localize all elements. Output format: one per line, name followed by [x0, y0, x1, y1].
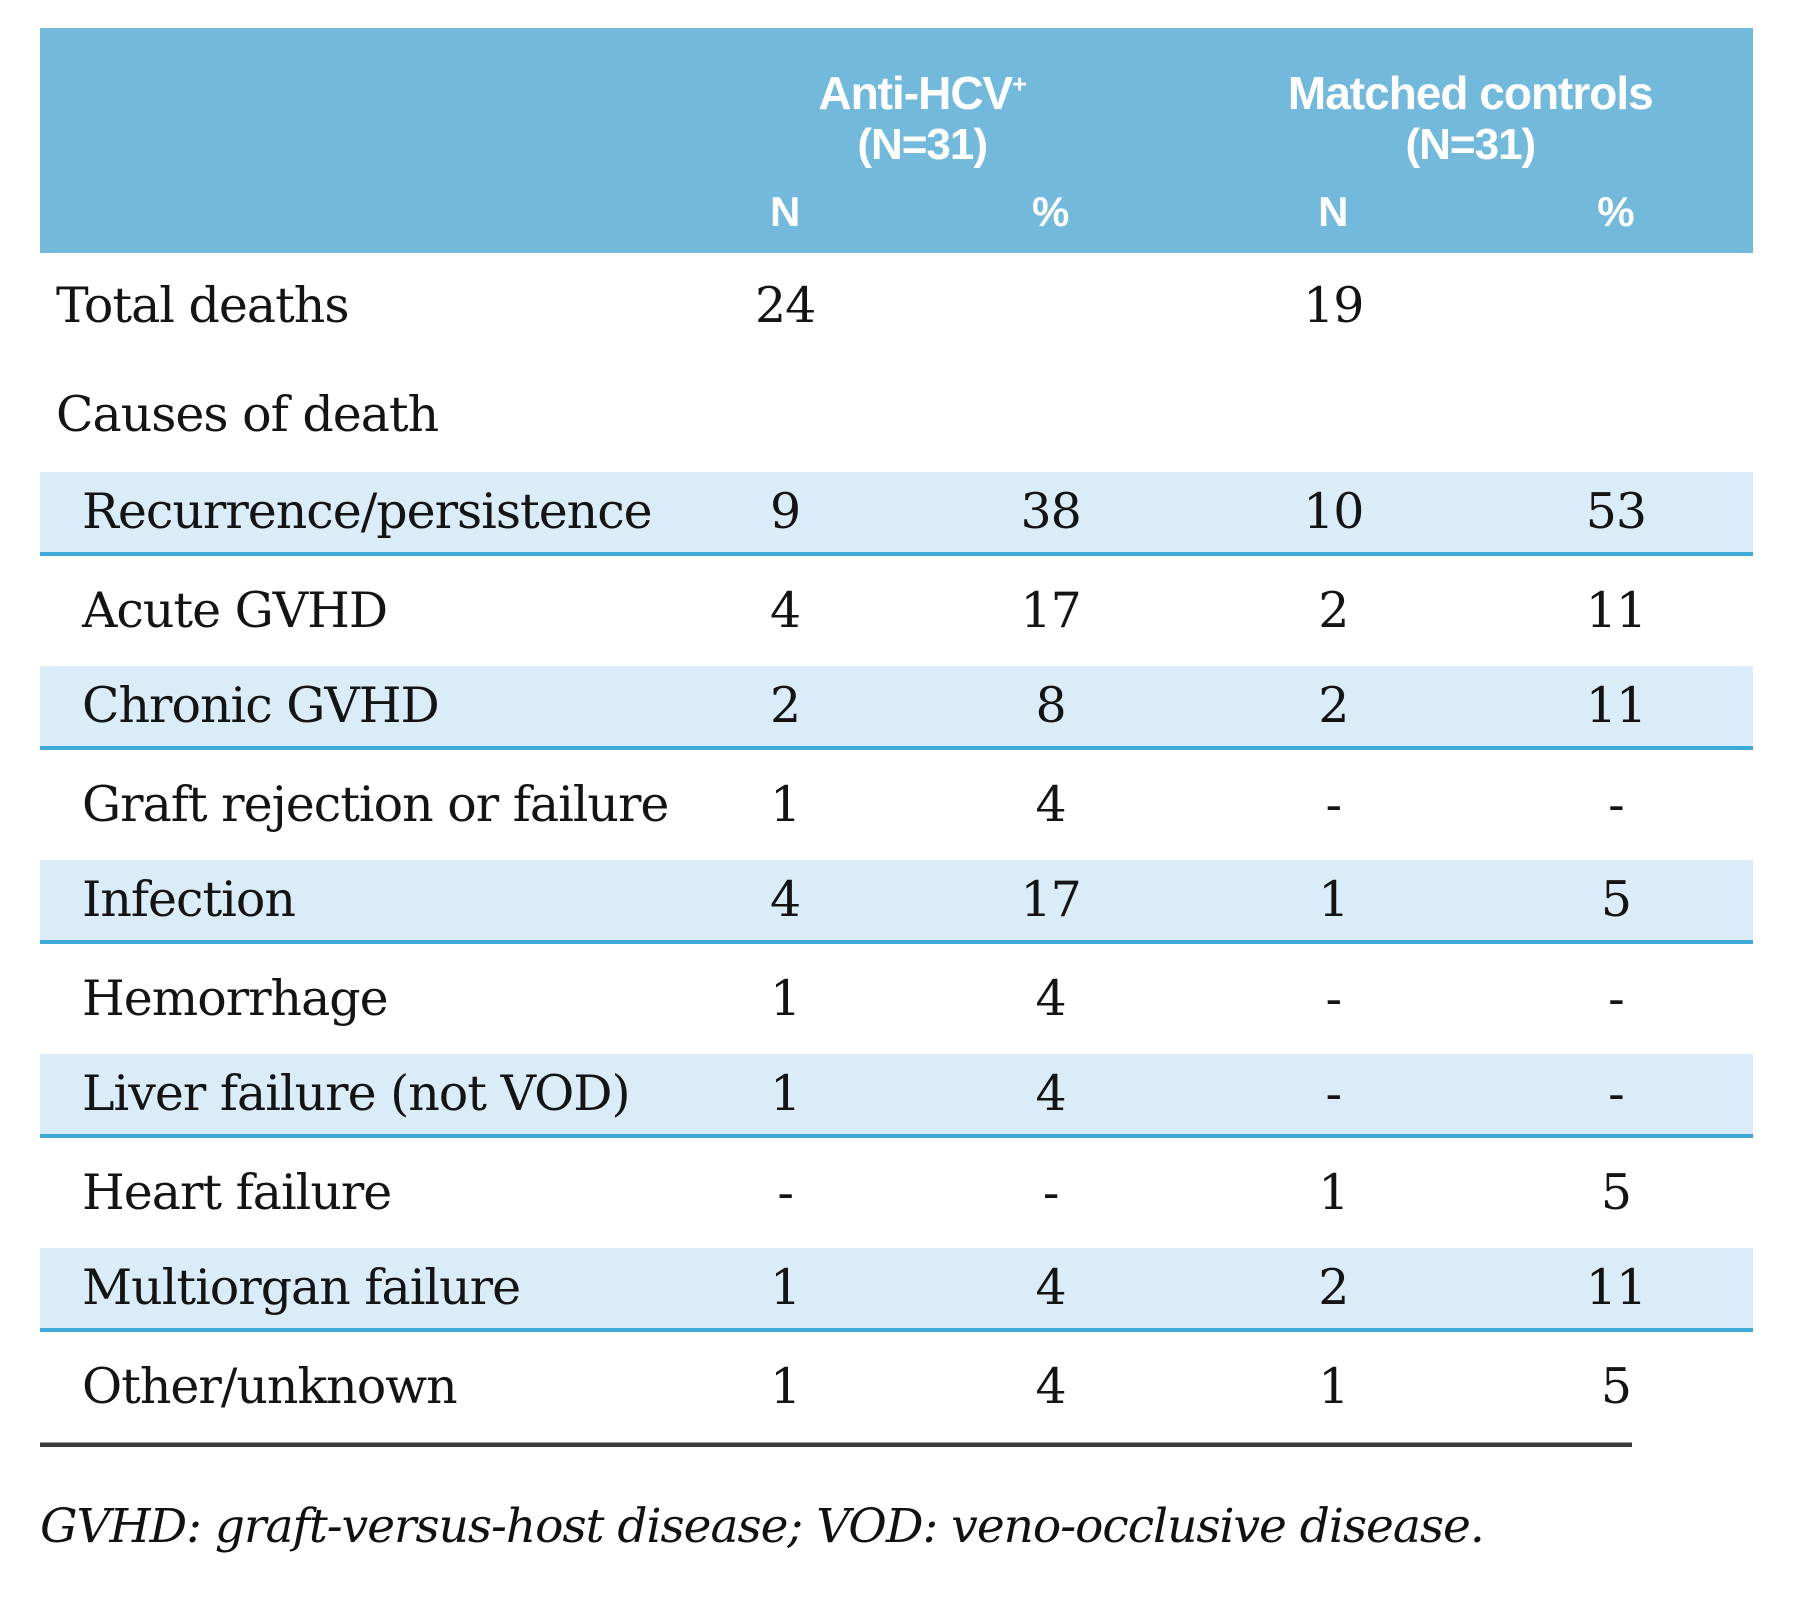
table-header: Anti-HCV+ Matched controls (N=31) (N=31)…	[40, 28, 1753, 253]
row-label: Liver failure (not VOD)	[82, 1065, 631, 1123]
table-row: Liver failure (not VOD) 1 4 - -	[40, 1054, 1753, 1138]
row-label: Graft rejection or failure	[82, 776, 669, 834]
row-value: 4	[1035, 1358, 1067, 1416]
row-value: -	[1042, 1164, 1060, 1222]
row-value: 4	[1035, 1065, 1067, 1123]
row-value: 2	[1318, 1259, 1349, 1317]
row-value: 4	[1035, 1259, 1067, 1317]
row-label: Causes of death	[56, 386, 439, 444]
row-value: 11	[1585, 1259, 1647, 1317]
row-value: 8	[1035, 677, 1067, 735]
row-value: 4	[770, 871, 801, 929]
row-value: 38	[1020, 483, 1081, 541]
row-value: 5	[1600, 871, 1632, 929]
row-value: 17	[1020, 871, 1081, 929]
table-row: Multiorgan failure 1 4 2 11	[40, 1248, 1753, 1332]
table-body: Total deaths 24 19 Causes of death Recurrenc…	[40, 253, 1753, 1442]
row-label: Infection	[82, 871, 296, 929]
causes-of-death-table: Anti-HCV+ Matched controls (N=31) (N=31)…	[40, 28, 1753, 1554]
row-value: 9	[770, 483, 801, 541]
row-value: 1	[1318, 1164, 1349, 1222]
row-value: 1	[770, 970, 801, 1028]
table-row: Hemorrhage 1 4 - -	[40, 944, 1753, 1054]
bottom-rule	[40, 1442, 1632, 1447]
table-footnote: GVHD: graft-versus-host disease; VOD: ve…	[40, 1499, 1485, 1554]
row-value: 2	[770, 677, 801, 735]
row-label: Acute GVHD	[82, 582, 388, 640]
anti-hcv-n-count: (N=31)	[857, 120, 988, 169]
table-row: Recurrence/persistence 9 38 10 53	[40, 472, 1753, 556]
row-value: 10	[1303, 483, 1364, 541]
table-row: Heart failure - - 1 5	[40, 1138, 1753, 1248]
anti-hcv-superscript: +	[1012, 70, 1027, 99]
table-row: Causes of death	[40, 358, 1753, 472]
row-value: 11	[1585, 582, 1647, 640]
row-label: Total deaths	[56, 276, 350, 334]
row-value: 4	[1035, 970, 1067, 1028]
column-group-anti-hcv: Anti-HCV+	[657, 70, 1188, 116]
row-label: Recurrence/persistence	[82, 483, 653, 541]
table-row: Other/unknown 1 4 1 5	[40, 1332, 1753, 1442]
row-label: Heart failure	[82, 1164, 392, 1222]
subheader-n-anti-hcv: N	[769, 187, 801, 235]
table-row: Acute GVHD 4 17 2 11	[40, 556, 1753, 666]
column-group-anti-hcv-label: Anti-HCV	[818, 67, 1013, 119]
row-label: Hemorrhage	[82, 970, 389, 1028]
row-value: -	[1608, 970, 1625, 1028]
row-value: -	[777, 1164, 794, 1222]
row-value: 4	[770, 582, 801, 640]
row-value: 1	[770, 776, 801, 834]
row-value: 53	[1585, 483, 1647, 541]
row-value: 17	[1020, 582, 1081, 640]
row-value: 1	[1318, 871, 1349, 929]
row-value: 2	[1318, 582, 1349, 640]
row-label: Multiorgan failure	[82, 1259, 521, 1317]
row-value: 5	[1600, 1358, 1632, 1416]
table-row: Chronic GVHD 2 8 2 11	[40, 666, 1753, 750]
table-row: Total deaths 24 19	[40, 253, 1753, 358]
table-row: Infection 4 17 1 5	[40, 860, 1753, 944]
column-group-matched-controls: Matched controls	[1188, 70, 1753, 116]
row-value: 11	[1585, 677, 1647, 735]
matched-controls-n-count: (N=31)	[1405, 120, 1536, 169]
row-value: 1	[770, 1065, 801, 1123]
subheader-pct-anti-hcv: %	[1031, 187, 1070, 235]
row-label: Chronic GVHD	[82, 677, 440, 735]
row-value: -	[1608, 776, 1625, 834]
row-value: 4	[1035, 776, 1067, 834]
row-value: -	[1325, 970, 1343, 1028]
table-row: Graft rejection or failure 1 4 - -	[40, 750, 1753, 860]
subheader-pct-controls: %	[1597, 187, 1635, 235]
row-value: 1	[770, 1358, 801, 1416]
row-value: 19	[1303, 276, 1364, 334]
row-value: -	[1608, 1065, 1625, 1123]
row-value: 1	[770, 1259, 801, 1317]
row-value: 2	[1318, 677, 1349, 735]
row-value: -	[1325, 776, 1343, 834]
row-value: 24	[754, 276, 816, 334]
row-value: 5	[1600, 1164, 1632, 1222]
row-value: -	[1325, 1065, 1343, 1123]
column-group-matched-controls-label: Matched controls	[1287, 67, 1654, 119]
subheader-n-controls: N	[1318, 187, 1349, 235]
row-value: 1	[1318, 1358, 1349, 1416]
row-label: Other/unknown	[82, 1358, 458, 1416]
